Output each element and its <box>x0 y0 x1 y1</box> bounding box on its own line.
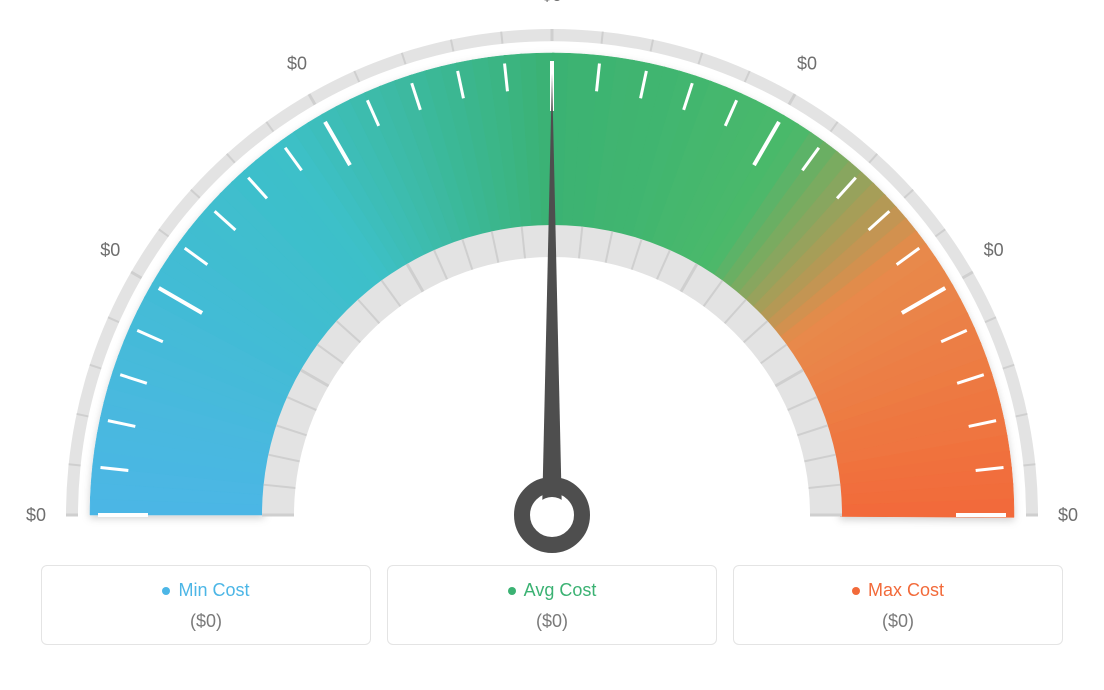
gauge-chart: $0 $0 $0 $0 $0 $0 $0 <box>0 0 1104 555</box>
svg-text:$0: $0 <box>984 240 1004 260</box>
svg-text:$0: $0 <box>26 505 46 525</box>
legend-label-avg: Avg Cost <box>524 580 597 601</box>
legend-row: Min Cost ($0) Avg Cost ($0) Max Cost ($0… <box>0 565 1104 645</box>
legend-value-max: ($0) <box>744 611 1052 632</box>
legend-dot-avg <box>508 587 516 595</box>
svg-text:$0: $0 <box>100 240 120 260</box>
legend-value-min: ($0) <box>52 611 360 632</box>
gauge-svg: $0 $0 $0 $0 $0 $0 $0 <box>0 0 1104 555</box>
legend-value-avg: ($0) <box>398 611 706 632</box>
svg-text:$0: $0 <box>797 53 817 73</box>
legend-card-max: Max Cost ($0) <box>733 565 1063 645</box>
legend-label-min: Min Cost <box>178 580 249 601</box>
svg-text:$0: $0 <box>542 0 562 5</box>
svg-text:$0: $0 <box>287 53 307 73</box>
legend-card-avg: Avg Cost ($0) <box>387 565 717 645</box>
legend-dot-min <box>162 587 170 595</box>
legend-card-min: Min Cost ($0) <box>41 565 371 645</box>
svg-text:$0: $0 <box>1058 505 1078 525</box>
legend-dot-max <box>852 587 860 595</box>
legend-label-max: Max Cost <box>868 580 944 601</box>
